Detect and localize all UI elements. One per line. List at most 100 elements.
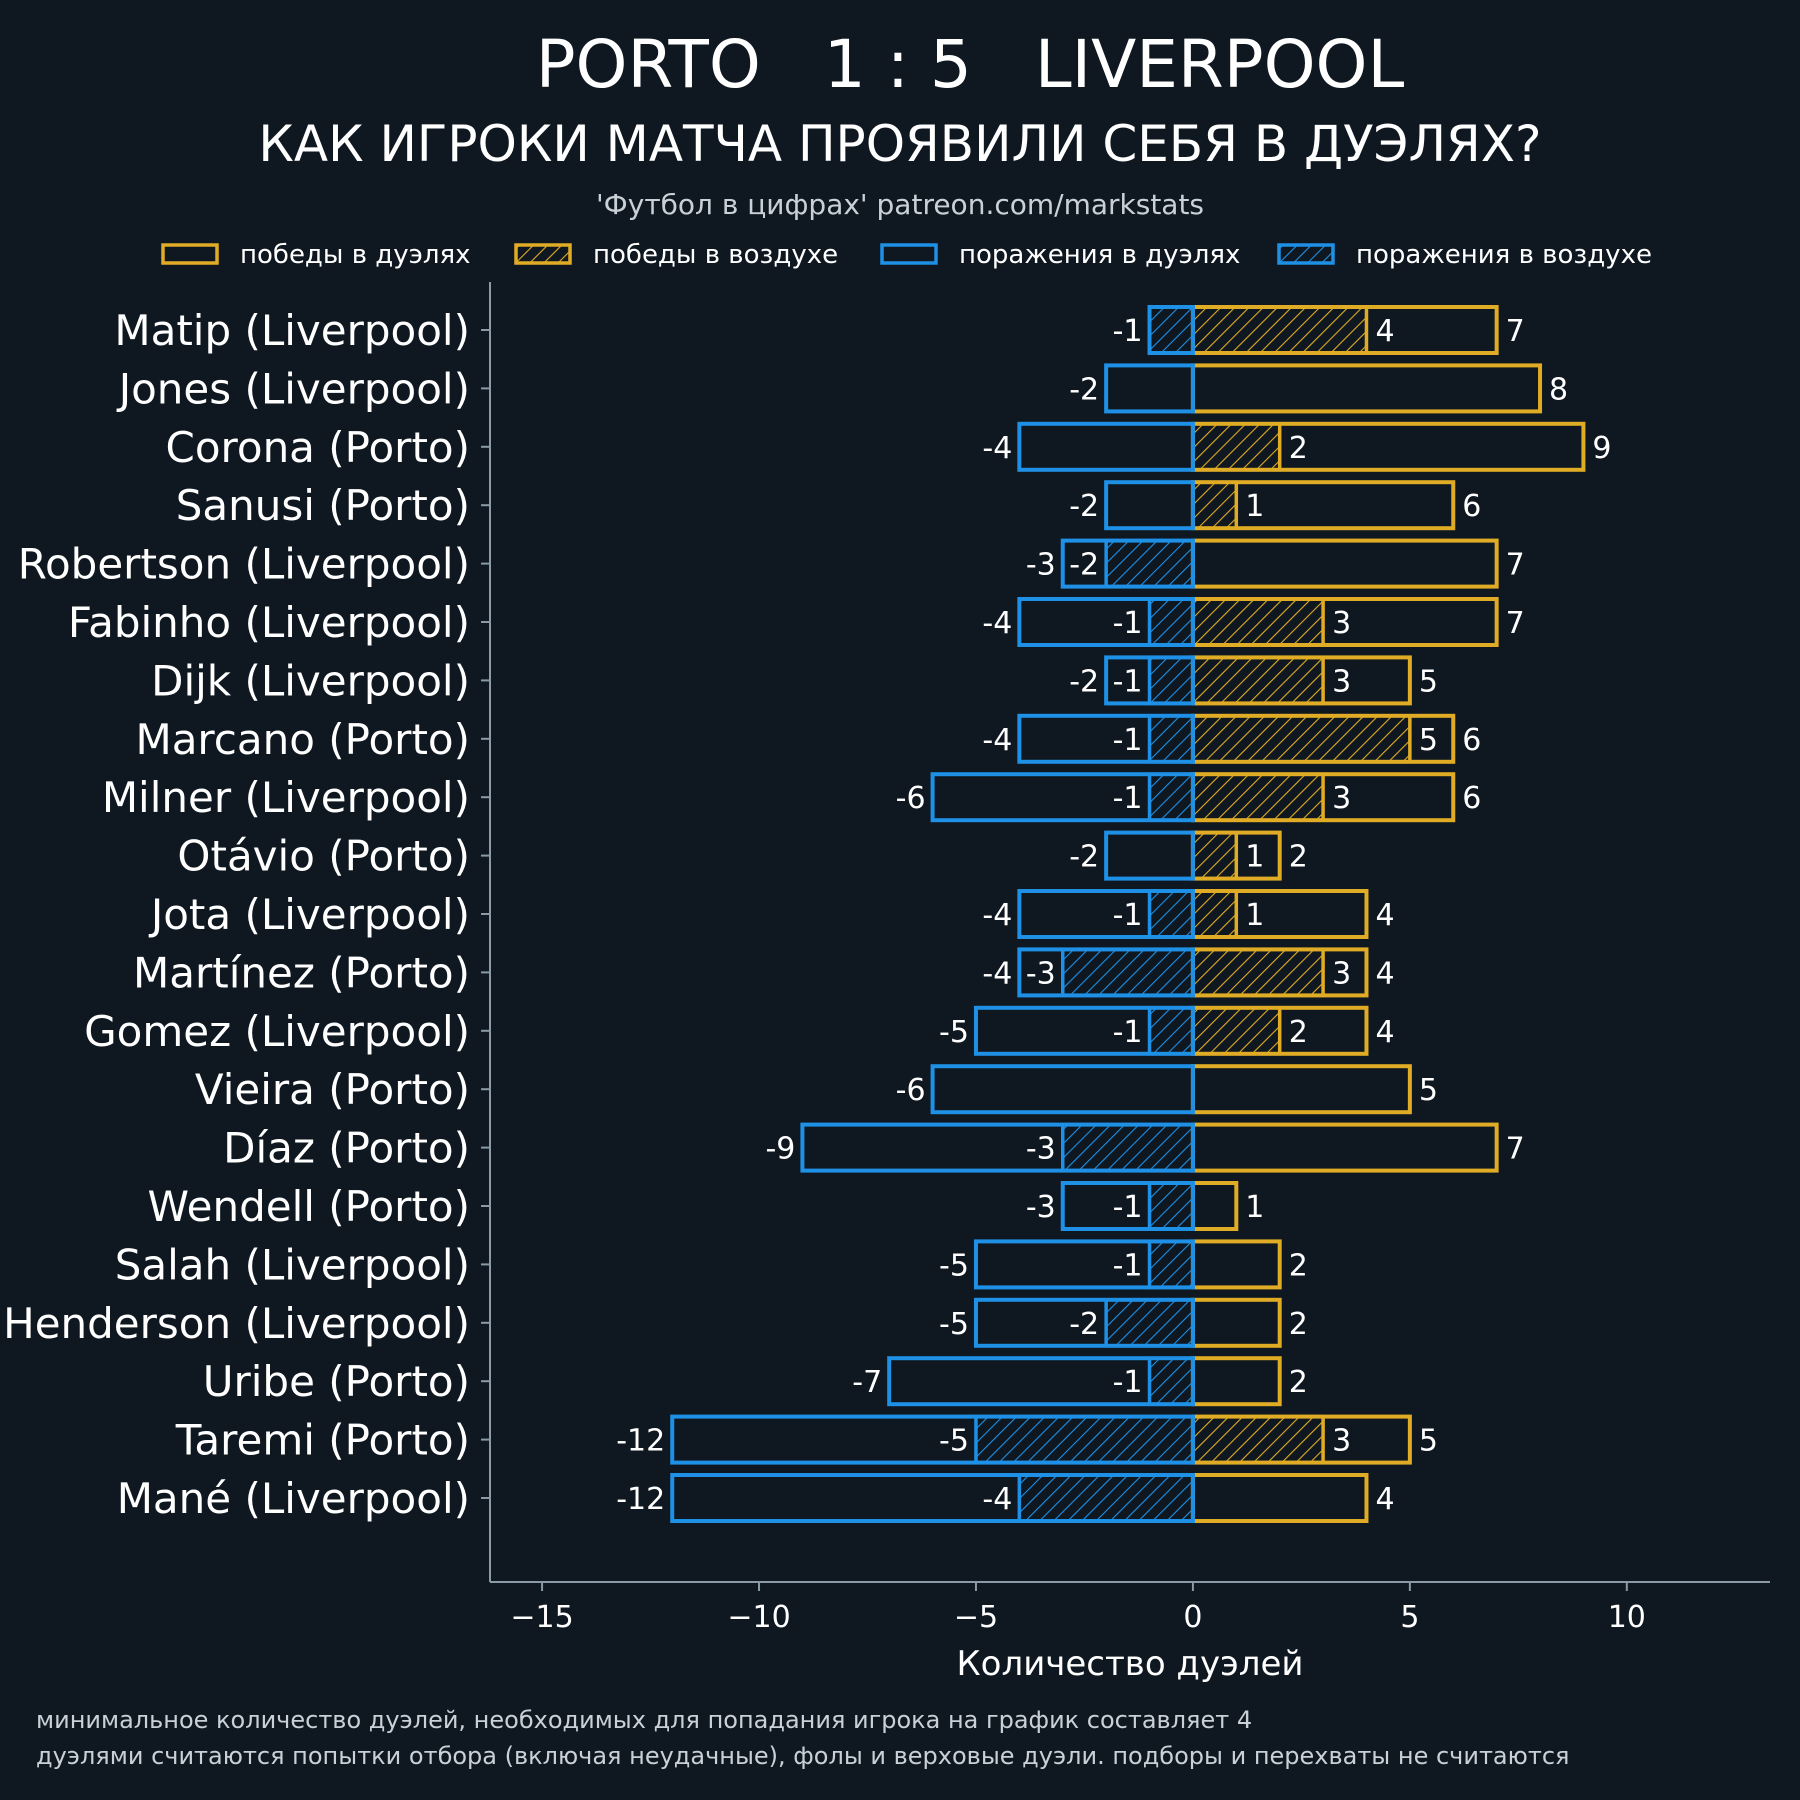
aerial-losses-label: -4: [982, 1482, 1012, 1517]
aerial-losses-bar: [1147, 772, 1195, 822]
duel-wins-label: 5: [1419, 664, 1438, 699]
footnote-1: минимальное количество дуэлей, необходим…: [36, 1706, 1252, 1734]
duel-losses-label: -1: [1113, 314, 1143, 349]
y-tick-label: Milner (Liverpool): [102, 773, 470, 822]
aerial-wins-label: 3: [1332, 664, 1351, 699]
aerial-wins-bar: [1191, 947, 1325, 998]
legend-swatch: [514, 243, 572, 265]
legend: победы в дуэлях победы в воздухе поражения…: [161, 240, 1652, 270]
legend-label: победы в дуэлях: [240, 240, 471, 270]
x-tick-label: 5: [1400, 1600, 1419, 1635]
duel-losses-label: -12: [616, 1424, 665, 1459]
duel-wins-label: 4: [1375, 956, 1394, 991]
duel-losses-label: -3: [1026, 548, 1056, 583]
aerial-wins-label: 3: [1332, 606, 1351, 641]
aerial-wins-label: 3: [1332, 1424, 1351, 1459]
aerial-losses-label: -1: [1113, 1248, 1143, 1283]
duel-losses-bar: [1017, 713, 1195, 764]
aerial-losses-bar: [1147, 655, 1195, 706]
aerial-wins-label: 2: [1289, 1015, 1308, 1050]
aerial-wins-bar: [1191, 305, 1369, 355]
aerial-losses-label: -1: [1113, 723, 1143, 758]
duel-losses-bar: [1104, 655, 1195, 706]
duel-losses-bar: [1060, 1181, 1195, 1231]
duel-wins-label: 7: [1506, 548, 1525, 583]
x-tick-label: 0: [1183, 1600, 1202, 1635]
aerial-wins-bar: [1191, 1006, 1282, 1056]
legend-swatch: [880, 243, 938, 265]
duel-wins-label: 7: [1506, 606, 1525, 641]
bars-layer: 74-1-18-292-461-27-3 -273-4 -153-2 -165-4 -1…: [616, 305, 1612, 1523]
legend-swatch: [161, 243, 219, 265]
duel-losses-label: -9: [765, 1132, 795, 1167]
chart-title: PORTO 1 : 5 LIVERPOOL: [536, 26, 1405, 103]
y-tick-label: Wendell (Porto): [148, 1182, 470, 1231]
aerial-wins-bar: [1191, 422, 1282, 472]
duel-losses-bar: [930, 772, 1195, 823]
duel-wins-bar: [1190, 1064, 1412, 1115]
y-tick-label: Henderson (Liverpool): [3, 1299, 470, 1348]
duel-wins-label: 2: [1289, 840, 1308, 875]
duel-wins-label: 5: [1419, 1424, 1438, 1459]
duel-wins-label: 6: [1462, 781, 1481, 816]
duel-losses-bar: [930, 1064, 1195, 1115]
aerial-losses-bar: [1147, 714, 1195, 764]
duel-wins-label: 7: [1506, 314, 1525, 349]
duel-losses-label: -3: [1026, 1190, 1056, 1225]
duel-losses-label: -2: [1069, 840, 1099, 875]
aerial-losses-label: -3: [1026, 1132, 1056, 1167]
aerial-wins-label: 1: [1245, 898, 1264, 933]
y-tick-label: Robertson (Liverpool): [18, 540, 470, 589]
duel-losses-bar: [1104, 480, 1195, 531]
duel-losses-bar: [973, 1239, 1195, 1290]
x-axis-label: Количество дуэлей: [957, 1644, 1304, 1684]
aerial-wins-label: 3: [1332, 781, 1351, 816]
duel-wins-label: 2: [1289, 1248, 1308, 1283]
y-tick-label: Taremi (Porto): [175, 1416, 470, 1465]
duel-wins-label: 1: [1245, 1190, 1264, 1225]
axes: −15 −10 −5 0 5 10 Matip (Liverpool) Jones (Live…: [3, 282, 1770, 1635]
duel-losses-bar: [1017, 947, 1195, 998]
y-tick-label: Marcano (Porto): [135, 715, 470, 764]
duel-wins-label: 4: [1375, 1482, 1394, 1517]
aerial-losses-bar: [1060, 1122, 1195, 1173]
duel-wins-label: 2: [1289, 1365, 1308, 1400]
aerial-losses-label: -1: [1113, 606, 1143, 641]
duel-losses-bar: [973, 1005, 1195, 1056]
aerial-losses-bar: [1147, 1006, 1195, 1056]
aerial-wins-label: 4: [1375, 314, 1394, 349]
aerial-losses-bar: [1060, 947, 1195, 998]
aerial-wins-label: 5: [1419, 723, 1438, 758]
duel-losses-label: -2: [1069, 372, 1099, 407]
aerial-losses-bar: [1147, 1356, 1195, 1406]
duel-losses-label: -4: [982, 898, 1012, 933]
duel-wins-label: 6: [1462, 723, 1481, 758]
duel-losses-label: -12: [616, 1482, 665, 1517]
duel-losses-label: -4: [982, 606, 1012, 641]
aerial-losses-bar: [1147, 1181, 1195, 1231]
aerial-losses-bar: [1147, 305, 1195, 355]
aerial-wins-label: 1: [1245, 840, 1264, 875]
y-tick-label: Gomez (Liverpool): [84, 1007, 470, 1056]
y-tick-label: Otávio (Porto): [177, 832, 470, 881]
aerial-losses-bar: [1147, 1239, 1195, 1290]
aerial-wins-bar: [1191, 1414, 1325, 1465]
duel-losses-label: -6: [896, 1073, 926, 1108]
aerial-wins-label: 1: [1245, 489, 1264, 524]
aerial-losses-label: -1: [1113, 1365, 1143, 1400]
duel-losses-bar: [670, 1473, 1195, 1523]
duel-wins-label: 4: [1375, 898, 1394, 933]
y-tick-label: Díaz (Porto): [223, 1124, 470, 1173]
aerial-losses-bar: [1147, 889, 1195, 939]
chart-subtitle: КАК ИГРОКИ МАТЧА ПРОЯВИЛИ СЕБЯ В ДУЭЛЯХ?: [258, 115, 1541, 173]
duel-wins-bar: [1190, 1239, 1282, 1290]
duel-wins-label: 7: [1506, 1132, 1525, 1167]
aerial-losses-label: -1: [1113, 1015, 1143, 1050]
aerial-losses-bar: [974, 1414, 1195, 1465]
legend-label: поражения в воздухе: [1356, 240, 1652, 270]
y-tick-label: Martínez (Porto): [133, 948, 470, 997]
duel-wins-bar: [1190, 538, 1499, 589]
x-tick-label: −10: [727, 1600, 790, 1635]
aerial-wins-bar: [1191, 889, 1239, 939]
